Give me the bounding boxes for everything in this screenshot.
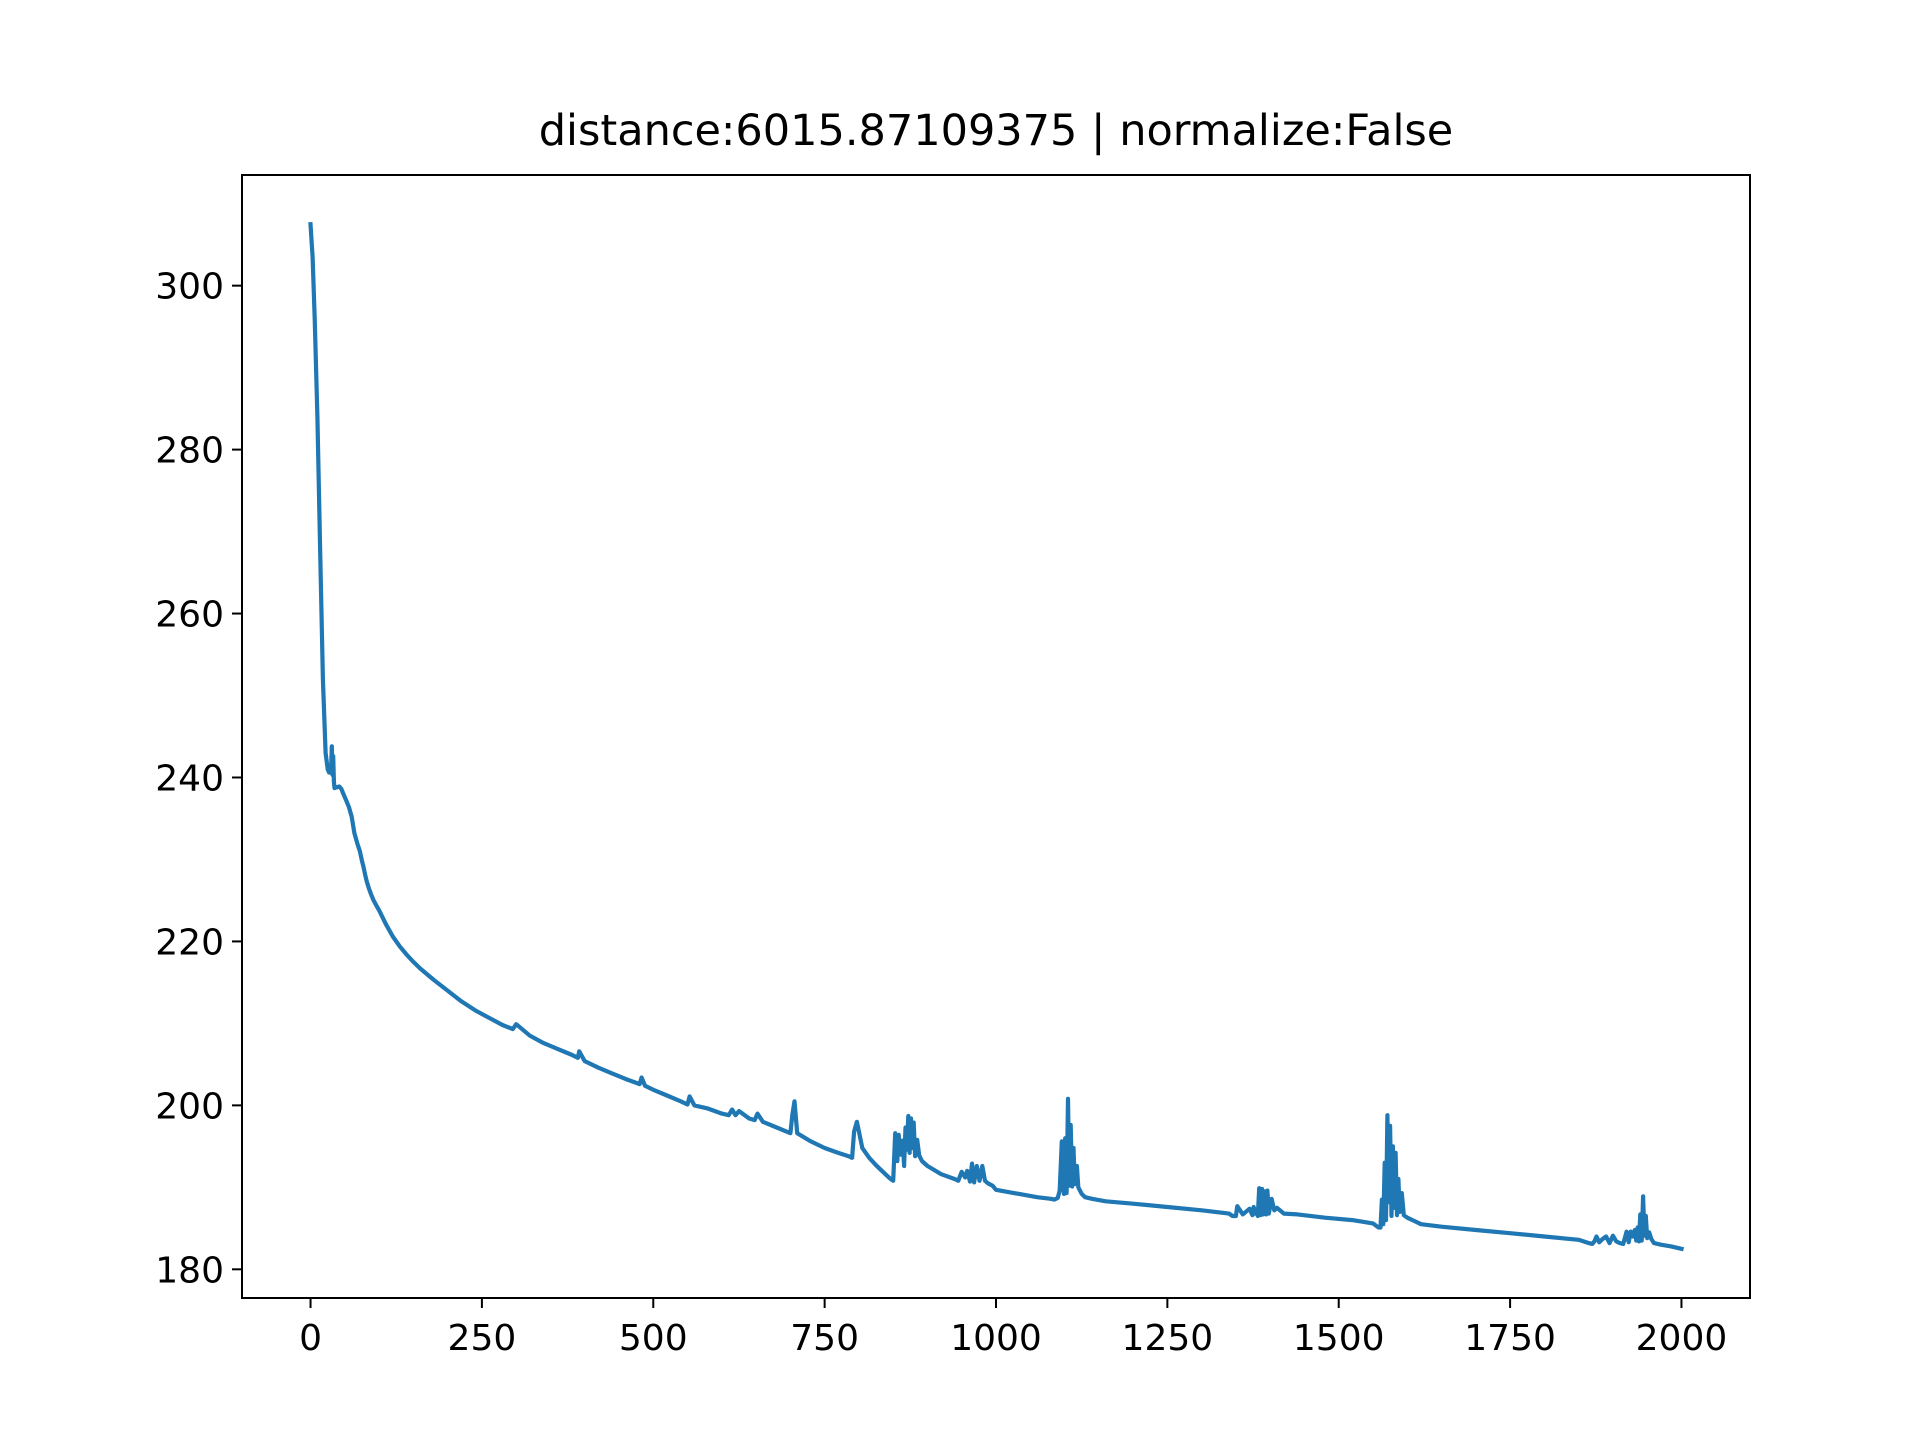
x-tick-label: 750 xyxy=(790,1318,859,1359)
chart-title: distance:6015.87109375 | normalize:False xyxy=(539,106,1454,156)
y-tick-label: 280 xyxy=(155,431,224,472)
y-tick-label: 180 xyxy=(155,1250,224,1291)
y-tick-label: 300 xyxy=(155,267,224,308)
y-tick-label: 260 xyxy=(155,595,224,636)
x-tick-label: 0 xyxy=(299,1318,322,1359)
y-tick-label: 200 xyxy=(155,1086,224,1127)
x-tick-label: 250 xyxy=(448,1318,517,1359)
x-tick-label: 500 xyxy=(619,1318,688,1359)
x-tick-label: 1000 xyxy=(950,1318,1042,1359)
x-tick-label: 1250 xyxy=(1122,1318,1214,1359)
x-tick-label: 1750 xyxy=(1464,1318,1556,1359)
series-line xyxy=(308,221,1685,1252)
plot-area-frame xyxy=(241,174,1751,1299)
y-tick-label: 240 xyxy=(155,758,224,799)
x-tick-label: 2000 xyxy=(1636,1318,1728,1359)
x-tick-label: 1500 xyxy=(1293,1318,1385,1359)
y-axis: 180 200 220 240 260 280 300 xyxy=(155,267,242,1291)
y-tick-label: 220 xyxy=(155,922,224,963)
x-axis: 0 250 500 750 1000 1250 1500 1750 2000 xyxy=(299,1298,1727,1359)
